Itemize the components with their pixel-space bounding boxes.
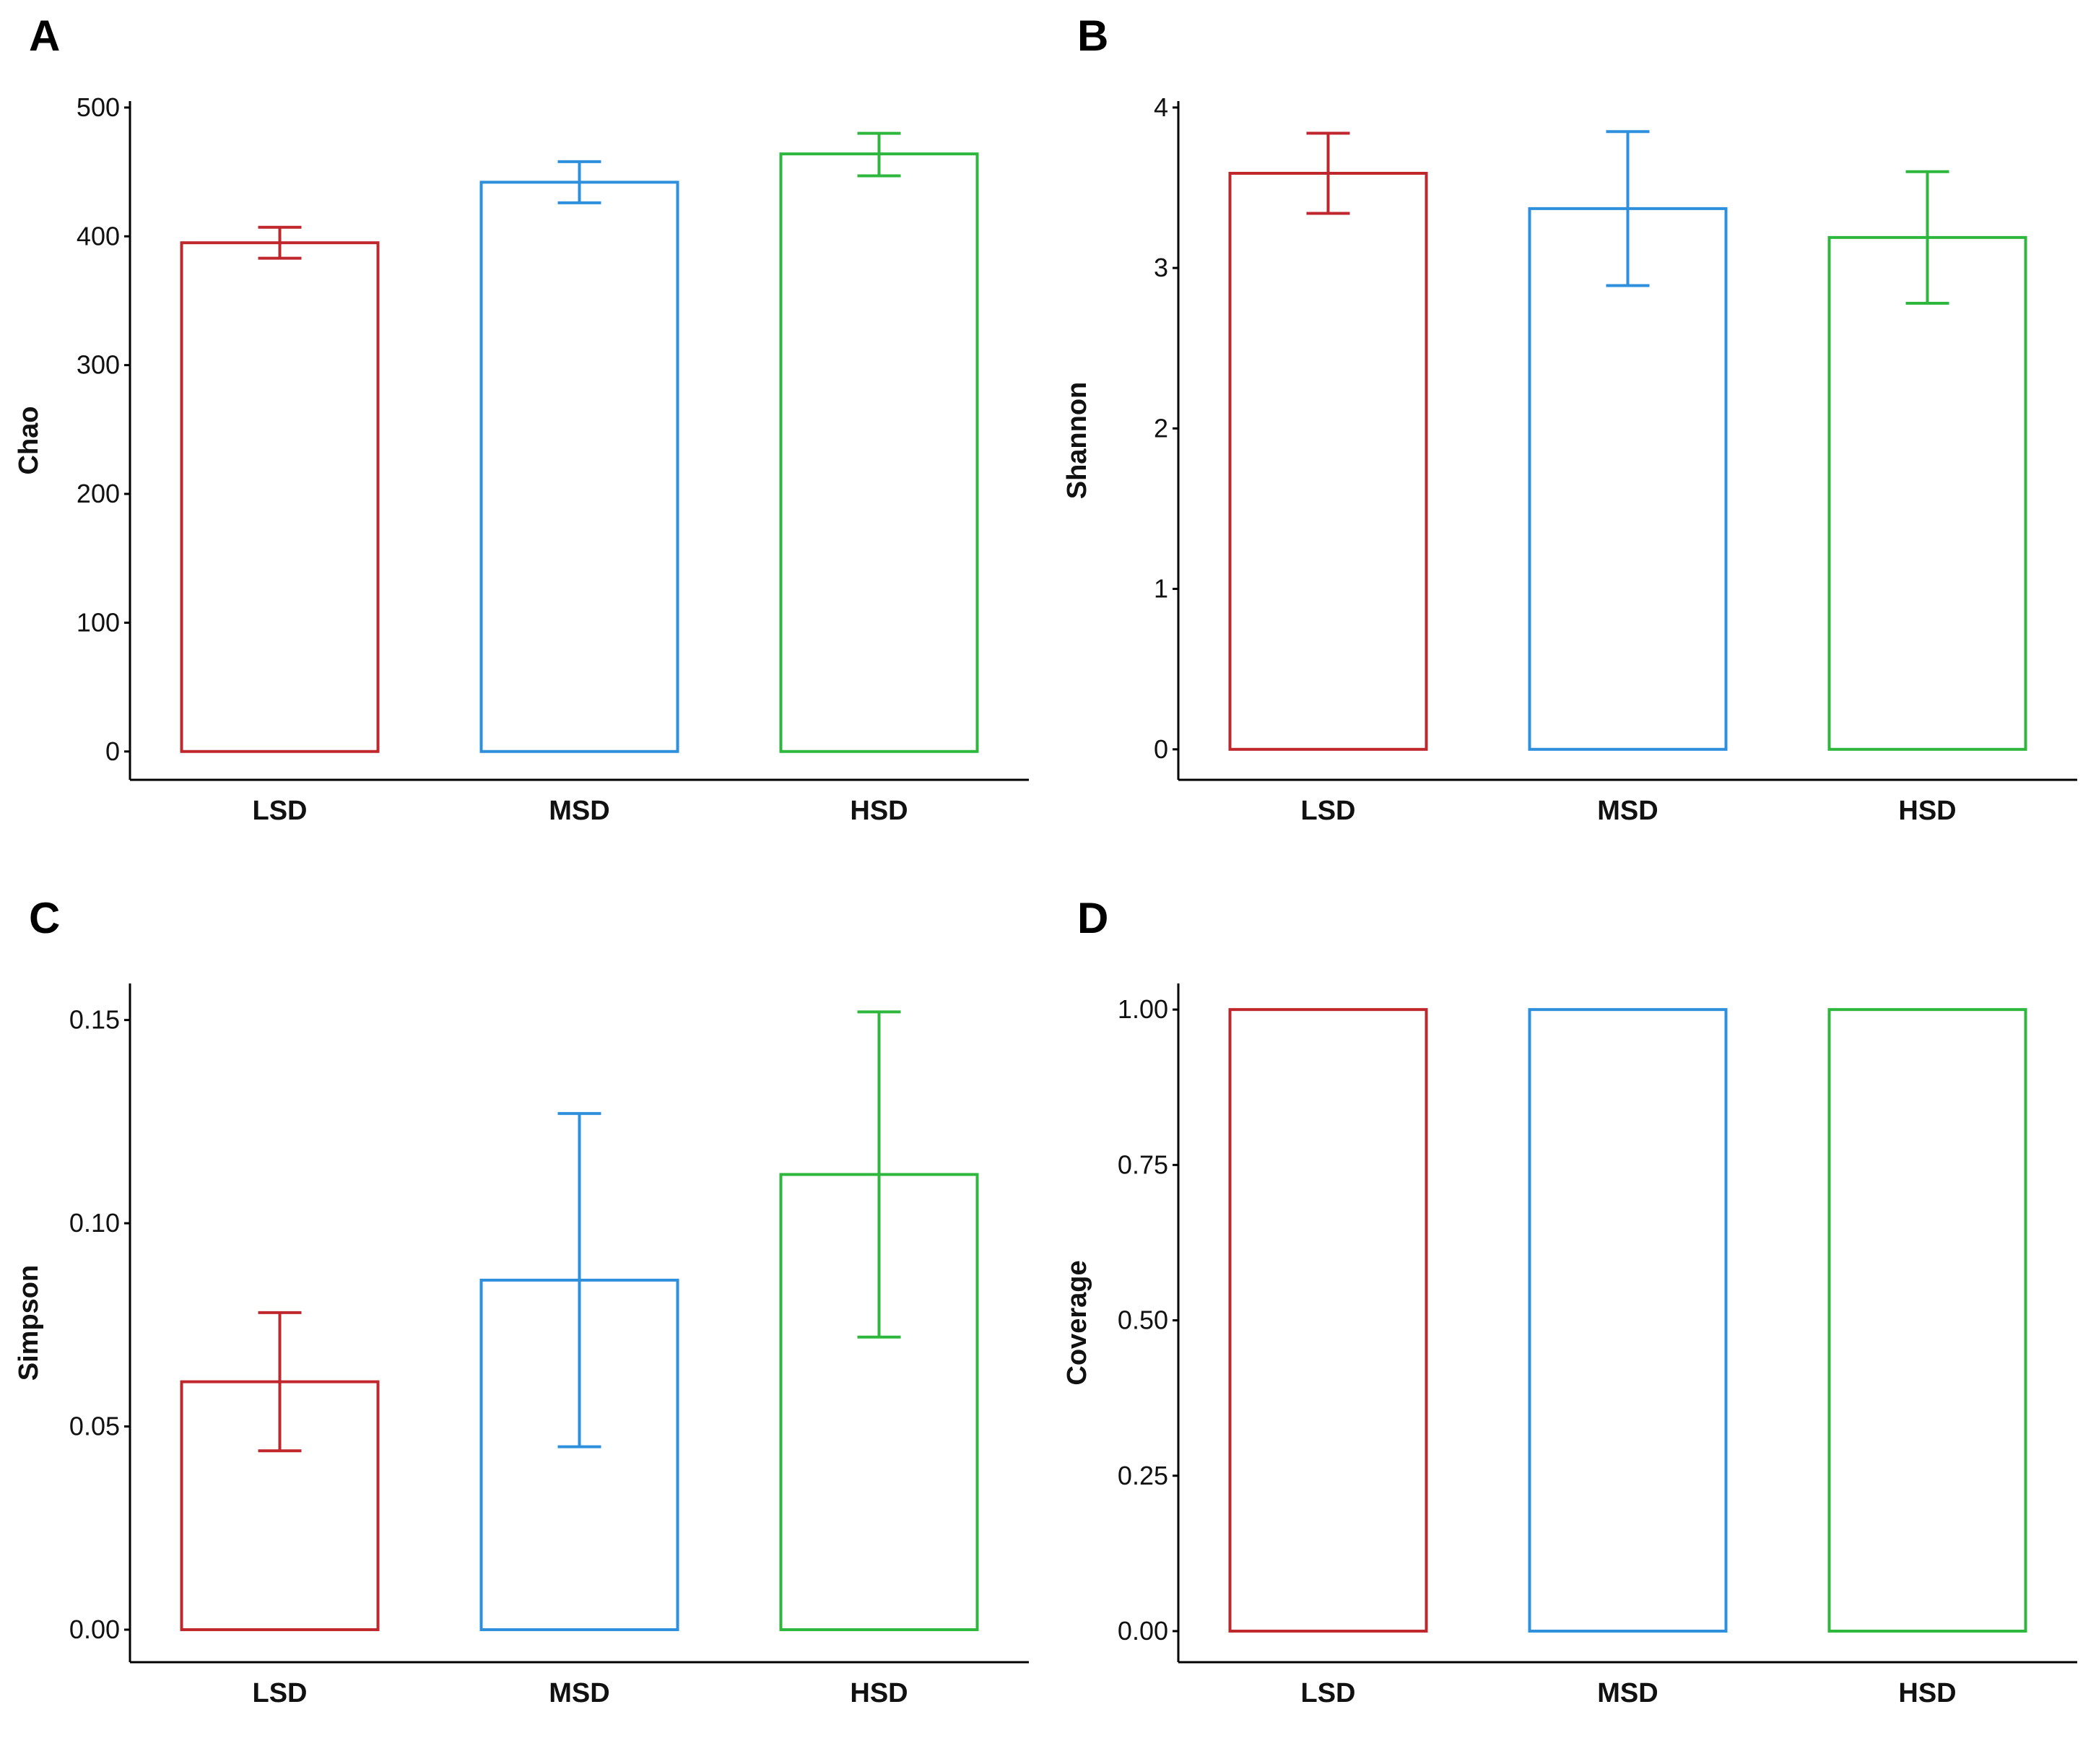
y-tick-label: 2 [1154, 413, 1168, 443]
y-tick-label: 1.00 [1118, 994, 1168, 1024]
x-tick-label-lsd: LSD [1301, 1678, 1356, 1708]
chart-panel-b: B LSD MSD HSD 0 1 2 3 4 Shannon [1048, 0, 2096, 882]
y-tick-label: 100 [77, 607, 120, 637]
y-tick-label: 0.15 [69, 1005, 120, 1035]
y-tick-label: 4 [1154, 92, 1168, 122]
panel-letter: B [1077, 12, 1108, 60]
x-tick-label-msd: MSD [1597, 1678, 1658, 1708]
y-tick-label: 500 [77, 92, 120, 122]
bar-lsd [1228, 172, 1428, 751]
bar-lsd [180, 241, 380, 753]
panel-letter: A [29, 12, 60, 60]
x-tick-label-msd: MSD [1597, 796, 1658, 826]
y-tick-label: 300 [77, 350, 120, 380]
bar-msd [479, 181, 679, 753]
y-axis-title: Simpson [14, 1265, 44, 1381]
y-tick-label: 0.00 [1118, 1616, 1168, 1646]
y-tick-label: 3 [1154, 253, 1168, 282]
y-tick-label: 400 [77, 221, 120, 251]
x-tick-label-hsd: HSD [850, 796, 908, 826]
y-tick-label: 0.05 [69, 1412, 120, 1441]
bar-msd [1528, 207, 1728, 751]
x-tick-label-msd: MSD [549, 796, 609, 826]
x-tick-label-hsd: HSD [1898, 1678, 1956, 1708]
y-axis-title: Chao [14, 407, 44, 475]
chart-panel-a: A LSD MSD HSD 0 100 200 300 400 500 Chao [0, 0, 1048, 882]
x-tick-label-hsd: HSD [850, 1678, 908, 1708]
y-tick-label: 0.50 [1118, 1305, 1168, 1335]
bar-hsd [1827, 1008, 2027, 1633]
x-tick-label-msd: MSD [549, 1678, 609, 1708]
bar-hsd [779, 152, 979, 753]
y-tick-label: 0.00 [69, 1615, 120, 1644]
y-tick-label: 1 [1154, 574, 1168, 604]
chart-d-svg: D LSD MSD HSD 0.00 0.25 0.50 0.75 1.00 Coverage [1062, 894, 2077, 1708]
chart-c-svg: C LSD MSD HSD 0.00 0.05 0.10 0.15 Simpson [14, 894, 1029, 1708]
panel-letter: C [29, 894, 60, 942]
y-tick-label: 0.25 [1118, 1461, 1168, 1490]
bar-lsd [1228, 1008, 1428, 1633]
y-axis-title: Coverage [1062, 1260, 1092, 1385]
x-tick-label-lsd: LSD [253, 796, 308, 826]
y-tick-label: 0.10 [69, 1208, 120, 1238]
y-tick-label: 0 [1154, 734, 1168, 764]
chart-panel-d: D LSD MSD HSD 0.00 0.25 0.50 0.75 1.00 Coverage [1048, 882, 2096, 1764]
bar-hsd [1827, 235, 2027, 751]
y-axis-title: Shannon [1062, 382, 1092, 500]
chart-panel-c: C LSD MSD HSD 0.00 0.05 0.10 0.15 Simpson [0, 882, 1048, 1764]
x-tick-label-lsd: LSD [253, 1678, 308, 1708]
chart-b-svg: B LSD MSD HSD 0 1 2 3 4 Shannon [1062, 12, 2077, 826]
y-tick-label: 0.75 [1118, 1150, 1168, 1179]
panel-letter: D [1077, 894, 1108, 942]
x-tick-label-hsd: HSD [1898, 796, 1956, 826]
bar-msd [1528, 1008, 1728, 1633]
chart-a-svg: A LSD MSD HSD 0 100 200 300 400 500 Chao [14, 12, 1029, 826]
x-tick-label-lsd: LSD [1301, 796, 1356, 826]
y-tick-label: 200 [77, 479, 120, 508]
y-tick-label: 0 [105, 737, 120, 766]
